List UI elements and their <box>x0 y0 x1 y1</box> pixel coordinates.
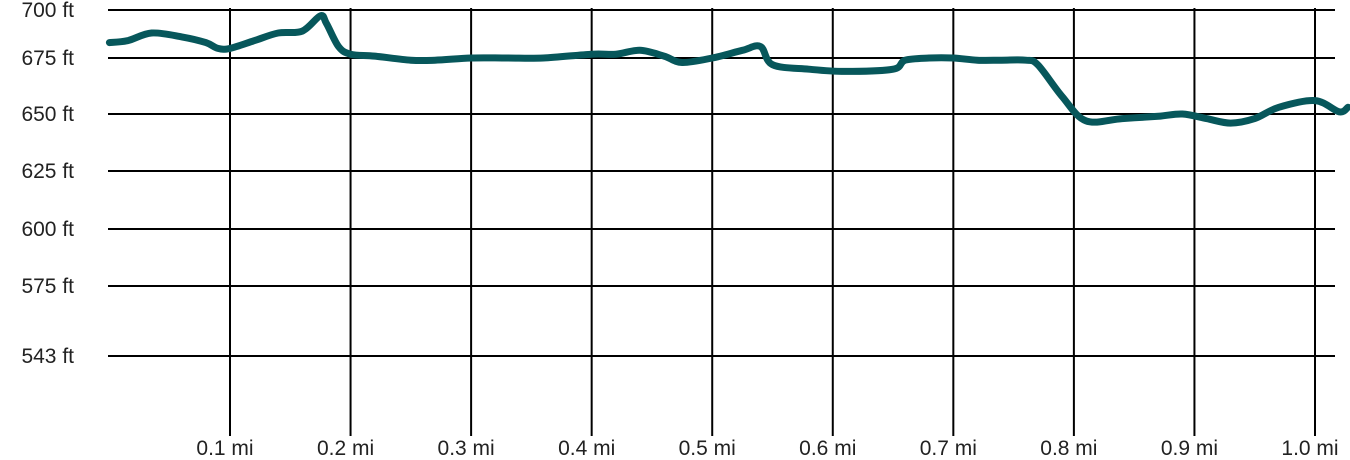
vertical-gridlines <box>229 8 1316 436</box>
x-tick-label: 0.7 mi <box>920 437 977 460</box>
y-tick-label: 675 ft <box>21 47 74 70</box>
x-tick-label: 1.0 mi <box>1281 437 1338 460</box>
x-tick-label: 0.6 mi <box>799 437 856 460</box>
x-tick-label: 0.4 mi <box>558 437 615 460</box>
y-tick-label: 625 ft <box>21 160 74 183</box>
x-tick-label: 0.3 mi <box>438 437 495 460</box>
x-tick-label: 0.2 mi <box>317 437 374 460</box>
y-tick-label: 575 ft <box>21 275 74 298</box>
x-tick-label: 0.9 mi <box>1161 437 1218 460</box>
y-tick-label: 650 ft <box>21 103 74 126</box>
horizontal-gridlines <box>108 9 1335 357</box>
x-tick-label: 0.1 mi <box>196 437 253 460</box>
x-axis-tick-labels: 0.1 mi 0.2 mi 0.3 mi 0.4 mi 0.5 mi 0.6 mi 0.7 … <box>196 437 1338 460</box>
y-axis-tick-labels: 700 ft 675 ft 650 ft 625 ft 600 ft 575 ft 543 … <box>21 0 74 368</box>
elevation-line <box>105 12 1350 127</box>
x-tick-label: 0.5 mi <box>679 437 736 460</box>
y-tick-label: 600 ft <box>21 218 74 241</box>
x-tick-label: 0.8 mi <box>1040 437 1097 460</box>
y-tick-label: 543 ft <box>21 345 74 368</box>
y-tick-label: 700 ft <box>21 0 74 22</box>
